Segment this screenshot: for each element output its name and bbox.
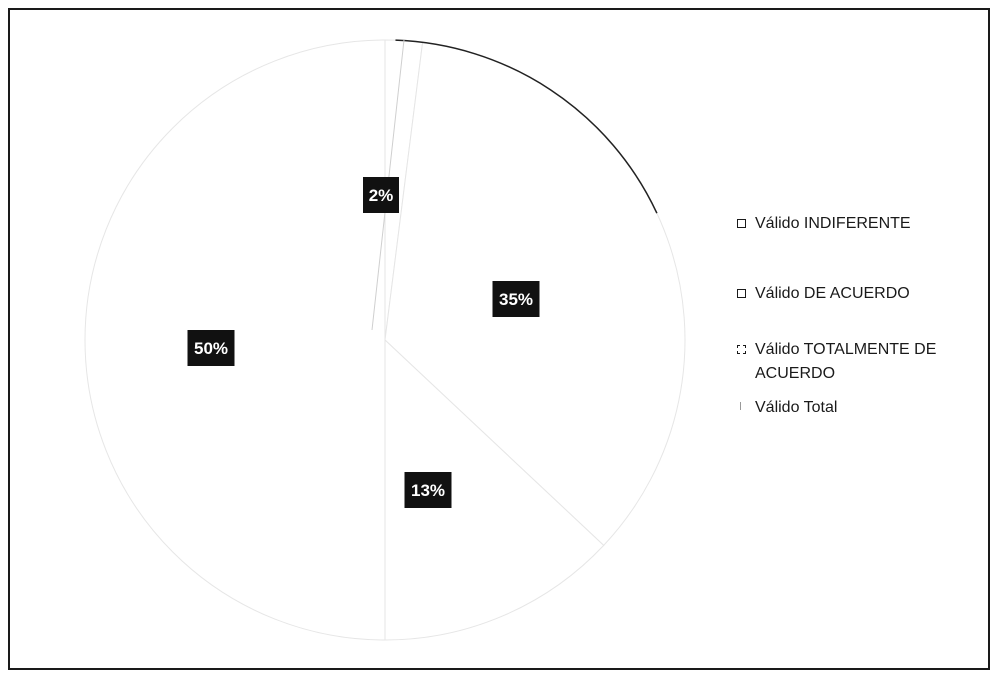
pie-outline-arc [395, 39, 658, 214]
legend-item-indiferente[interactable]: Válido INDIFERENTE [735, 212, 980, 236]
legend-item-totalmente-de-acuerdo[interactable]: Válido TOTALMENTE DE ACUERDO [735, 338, 980, 386]
legend-item-de-acuerdo[interactable]: Válido DE ACUERDO [735, 282, 980, 306]
pie-slice[interactable] [384, 338, 605, 641]
svg-text:50%: 50% [194, 339, 228, 358]
svg-text:13%: 13% [411, 481, 445, 500]
legend-swatch-icon [737, 289, 746, 298]
legend-label: Válido Total [755, 399, 838, 416]
legend-swatch-icon [737, 345, 746, 354]
svg-text:35%: 35% [499, 290, 533, 309]
pie-data-label: 2% [363, 177, 399, 213]
pie-data-labels: 2% 35% 13% 50% [187, 177, 540, 508]
legend-label: Válido INDIFERENTE [755, 215, 911, 232]
pie-data-label: 35% [492, 281, 540, 317]
legend-label: Válido DE ACUERDO [755, 285, 910, 302]
pie-slice[interactable] [84, 39, 386, 641]
svg-text:2%: 2% [369, 186, 394, 205]
chart-legend: Válido INDIFERENTE Válido DE ACUERDO Vál… [735, 212, 980, 420]
legend-swatch-icon [740, 402, 743, 410]
legend-label: Válido TOTALMENTE DE ACUERDO [755, 341, 937, 382]
legend-swatch-icon [737, 219, 746, 228]
pie-slices [84, 39, 686, 641]
legend-item-total[interactable]: Válido Total [735, 396, 980, 420]
pie-data-label: 13% [404, 472, 452, 508]
pie-data-label: 50% [187, 330, 235, 366]
